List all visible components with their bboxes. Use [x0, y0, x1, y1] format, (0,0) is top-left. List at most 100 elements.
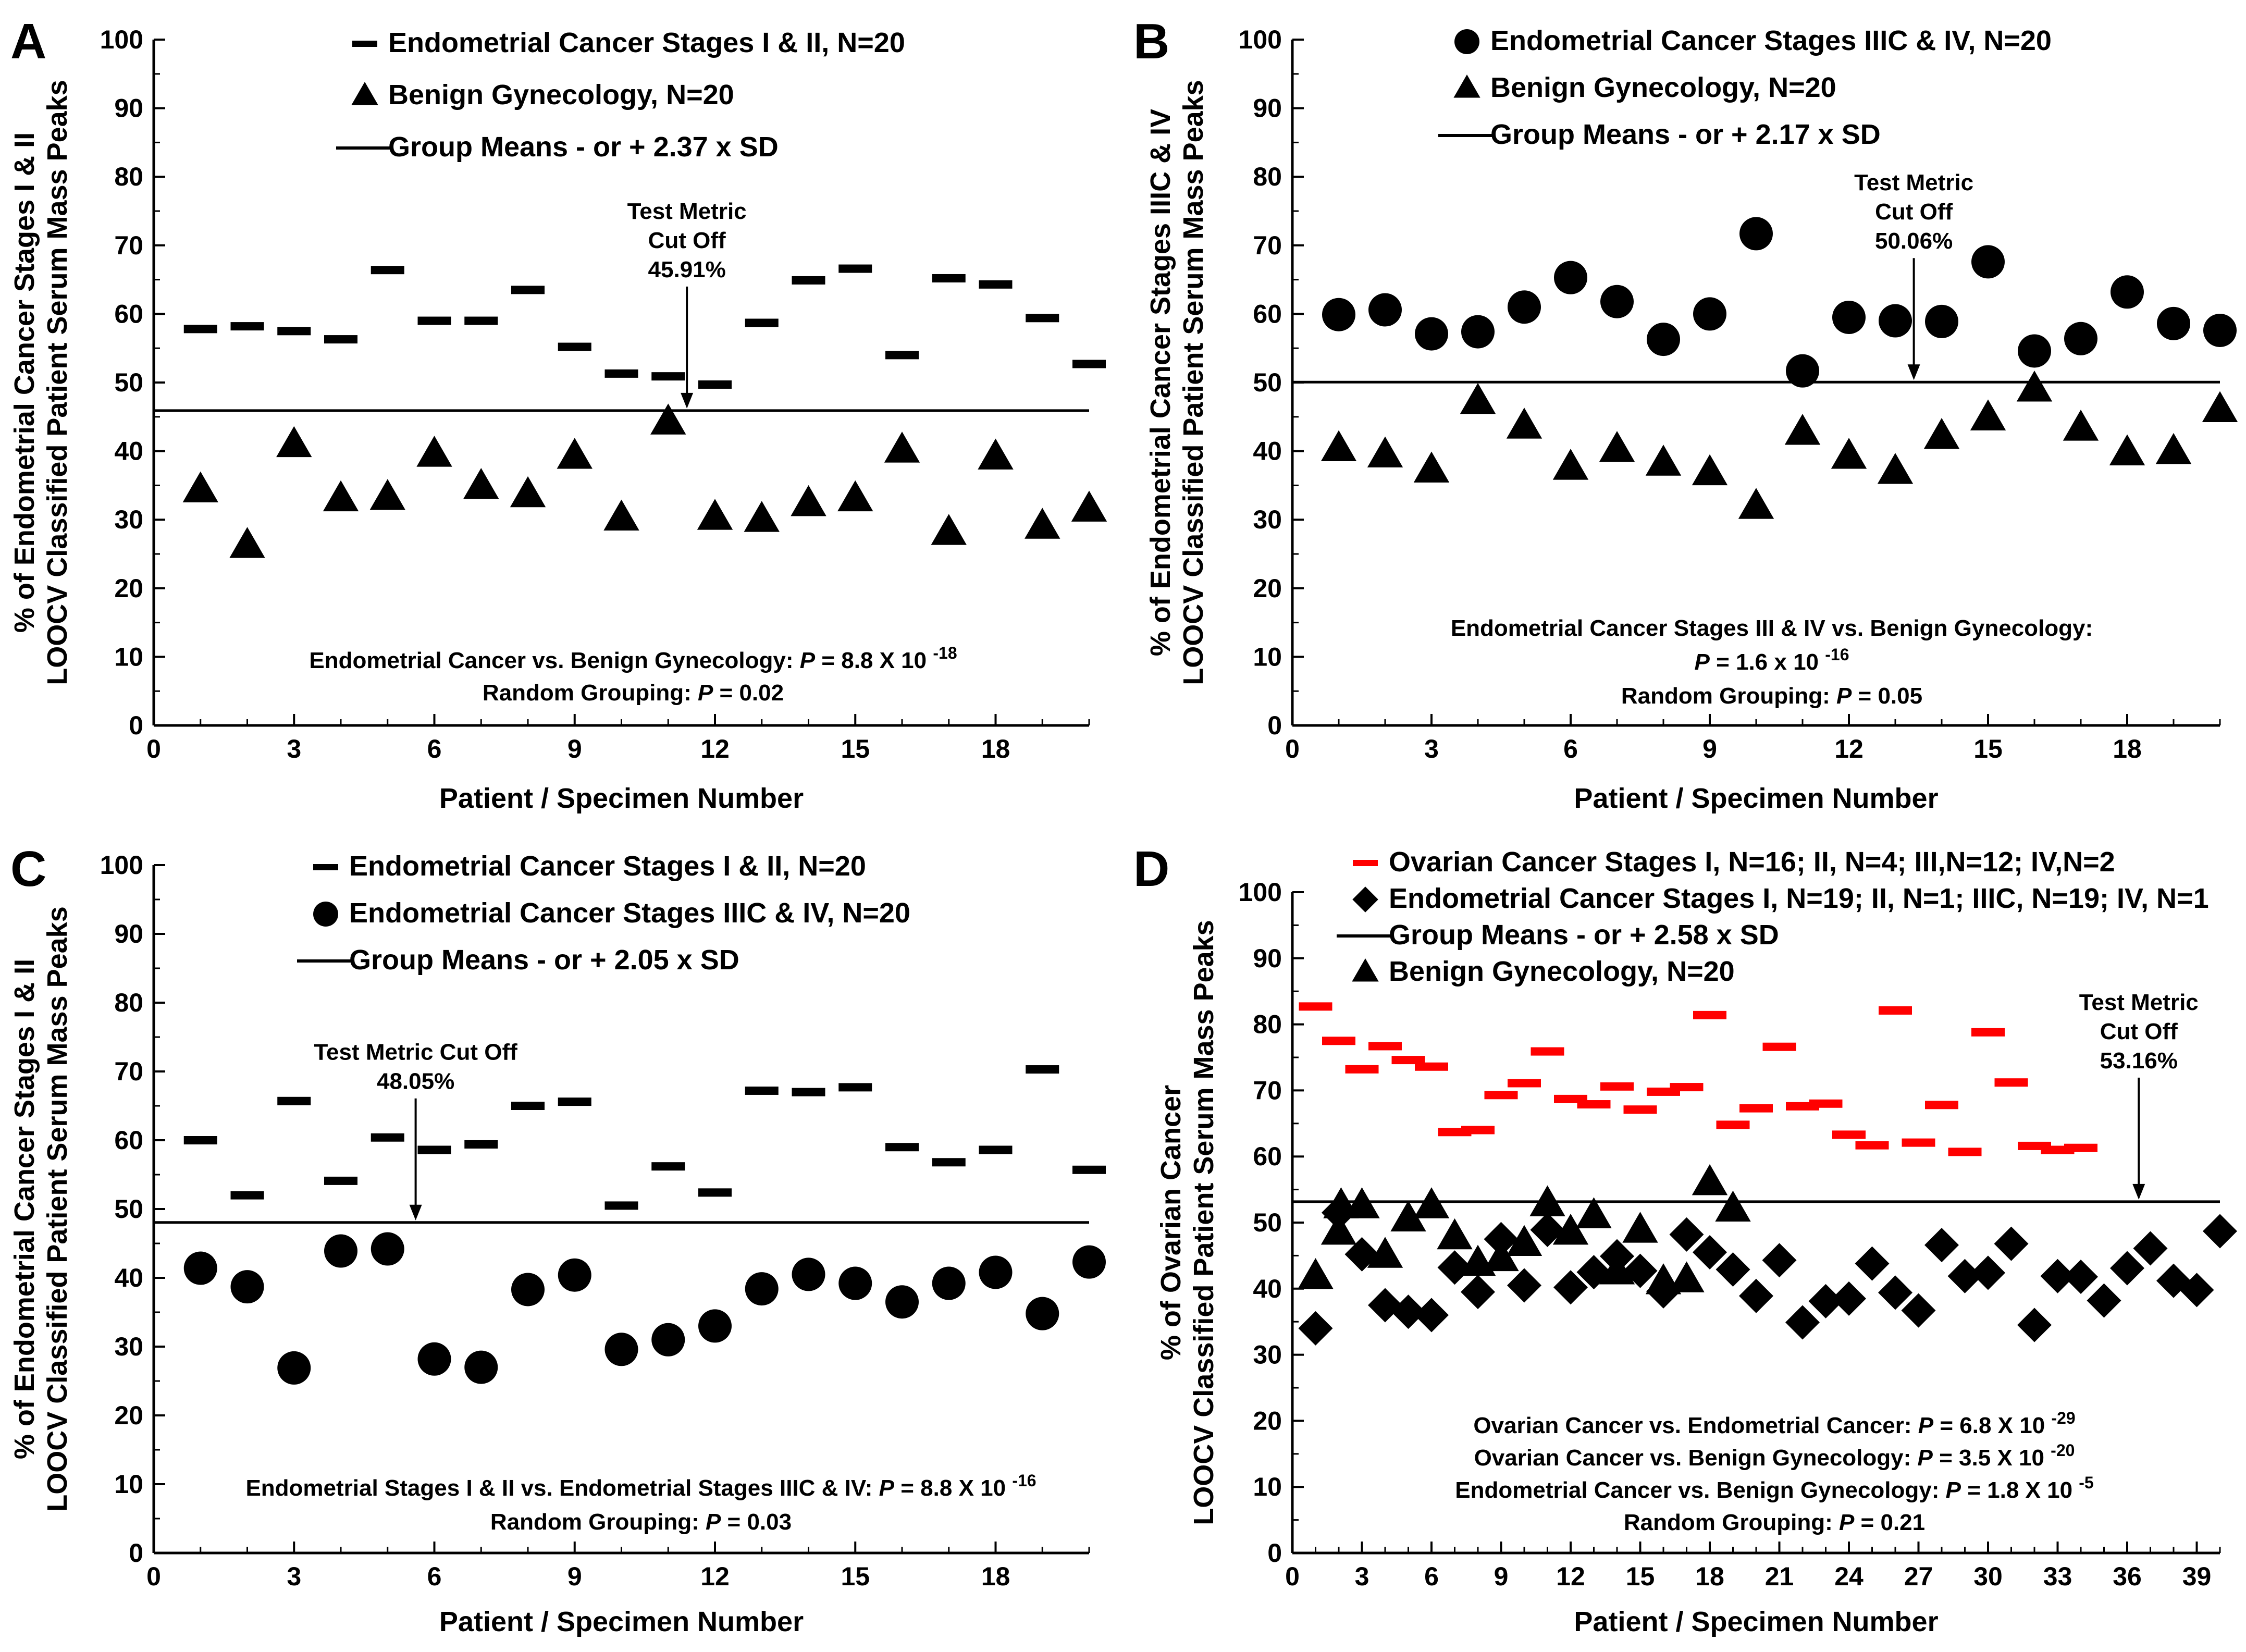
- x-tick-label: 0: [1285, 734, 1300, 763]
- y-tick-label: 50: [1253, 368, 1282, 397]
- circle-point: [1072, 1245, 1106, 1279]
- diamond-point: [1484, 1222, 1519, 1256]
- y-axis-title-line: LOOCV Classified Patient Serum Mass Peak…: [42, 906, 73, 1511]
- dash-point: [1531, 1047, 1564, 1056]
- legend-label: Benign Gynecology, N=20: [388, 79, 734, 110]
- circle-point: [417, 1342, 451, 1376]
- circle-point: [1693, 297, 1726, 331]
- stat-annotation: Ovarian Cancer vs. Endometrial Cancer: P…: [1473, 1409, 2075, 1438]
- triangle-point: [369, 479, 405, 510]
- diamond-point: [1832, 1281, 1866, 1316]
- circle-point: [838, 1266, 872, 1300]
- x-tick-label: 15: [841, 1562, 870, 1591]
- triangle-point: [1298, 1258, 1334, 1289]
- panel-a: A 0 10 20 30 40 50 60 70 80 90 100 0 3 6 9 12 15 18 Patient…: [9, 14, 1107, 814]
- dash-point: [1762, 1042, 1796, 1051]
- y-tick-label: 30: [114, 505, 143, 534]
- circle-point: [792, 1258, 825, 1291]
- triangle-point: [1413, 451, 1450, 483]
- stat-annotation: Endometrial Cancer vs. Benign Gynecology…: [309, 644, 957, 673]
- panel-label: C: [10, 841, 46, 897]
- y-tick-label: 90: [1253, 94, 1282, 123]
- triangle-point: [1784, 414, 1821, 445]
- diamond-point: [1553, 1270, 1588, 1305]
- y-tick-label: 70: [114, 1057, 143, 1086]
- triangle-point: [1390, 1200, 1426, 1232]
- cutoff-arrow-head: [409, 1204, 422, 1220]
- dash-point: [1925, 1101, 1958, 1109]
- legend-triangle-marker: [1453, 75, 1480, 98]
- triangle-point: [1970, 399, 2006, 430]
- x-tick-label: 18: [1695, 1562, 1724, 1591]
- x-tick-label: 3: [1355, 1562, 1369, 1591]
- y-axis-title-line: % of Endometrial Cancer Stages I & II: [9, 132, 40, 633]
- circle-point: [2157, 306, 2190, 340]
- dash-point: [1809, 1099, 1843, 1108]
- cutoff-arrow-head: [2132, 1183, 2145, 1200]
- dash-point: [885, 351, 919, 360]
- dash-point: [558, 342, 591, 351]
- diamond-point: [1808, 1284, 1843, 1318]
- triangle-point: [1529, 1185, 1565, 1216]
- circle-point: [558, 1258, 591, 1292]
- x-tick-label: 3: [287, 1562, 301, 1591]
- triangle-point: [463, 468, 499, 499]
- dash-point: [511, 286, 545, 294]
- diamond-point: [1461, 1275, 1495, 1310]
- triangle-point: [1738, 488, 1774, 519]
- y-tick-label: 90: [114, 94, 143, 123]
- y-tick-label: 50: [114, 1194, 143, 1224]
- triangle-point: [1669, 1261, 1705, 1292]
- triangle-point: [1321, 1214, 1357, 1245]
- dash-point: [838, 1083, 872, 1092]
- x-tick-label: 15: [1973, 734, 2003, 763]
- triangle-point: [1692, 1164, 1728, 1195]
- y-axis-title-line: % of Ovarian Cancer: [1155, 1085, 1187, 1360]
- dash-point: [604, 1201, 638, 1210]
- circle-point: [1415, 317, 1448, 351]
- y-tick-label: 20: [114, 1401, 143, 1430]
- triangle-point: [2063, 410, 2099, 441]
- y-tick-label: 10: [114, 1470, 143, 1499]
- triangle-point: [1923, 417, 1960, 449]
- x-tick-label: 3: [1424, 734, 1439, 763]
- legend-dash-marker: [313, 864, 338, 870]
- x-tick-label: 9: [567, 1562, 582, 1591]
- triangle-point: [791, 485, 826, 516]
- y-tick-label: 80: [114, 162, 143, 191]
- dash-point: [464, 316, 498, 325]
- y-axis-title-line: LOOCV Classified Patient Serum Mass Peak…: [42, 80, 73, 685]
- circle-point: [745, 1272, 779, 1306]
- x-tick-label: 3: [287, 734, 301, 763]
- cutoff-label: 53.16%: [2100, 1048, 2178, 1074]
- y-tick-label: 50: [1253, 1208, 1282, 1237]
- diamond-point: [1414, 1298, 1449, 1333]
- y-tick-label: 90: [114, 919, 143, 948]
- triangle-point: [416, 436, 452, 467]
- dash-point: [277, 327, 311, 336]
- x-tick-label: 6: [427, 1562, 442, 1591]
- y-tick-label: 60: [114, 1126, 143, 1155]
- y-tick-label: 90: [1253, 944, 1282, 973]
- triangle-point: [744, 501, 780, 532]
- dash-point: [1693, 1010, 1726, 1019]
- x-axis-title: Patient / Specimen Number: [439, 1606, 804, 1637]
- dash-point: [1948, 1148, 1982, 1156]
- y-tick-label: 60: [1253, 1142, 1282, 1171]
- circle-point: [511, 1273, 545, 1306]
- triangle-point: [2155, 433, 2192, 464]
- legend-label: Endometrial Cancer Stages I & II, N=20: [388, 27, 905, 58]
- legend-label: Benign Gynecology, N=20: [1389, 956, 1735, 987]
- panel-label: D: [1133, 841, 1169, 897]
- x-tick-label: 9: [1702, 734, 1717, 763]
- y-tick-label: 30: [114, 1332, 143, 1361]
- y-tick-label: 20: [1253, 1406, 1282, 1435]
- dash-point: [932, 1158, 966, 1167]
- x-tick-label: 12: [700, 1562, 730, 1591]
- y-tick-label: 80: [114, 988, 143, 1017]
- diamond-point: [1298, 1311, 1333, 1346]
- y-tick-label: 60: [1253, 299, 1282, 328]
- dash-point: [324, 335, 357, 344]
- legend-label: Group Means - or + 2.05 x SD: [349, 944, 739, 976]
